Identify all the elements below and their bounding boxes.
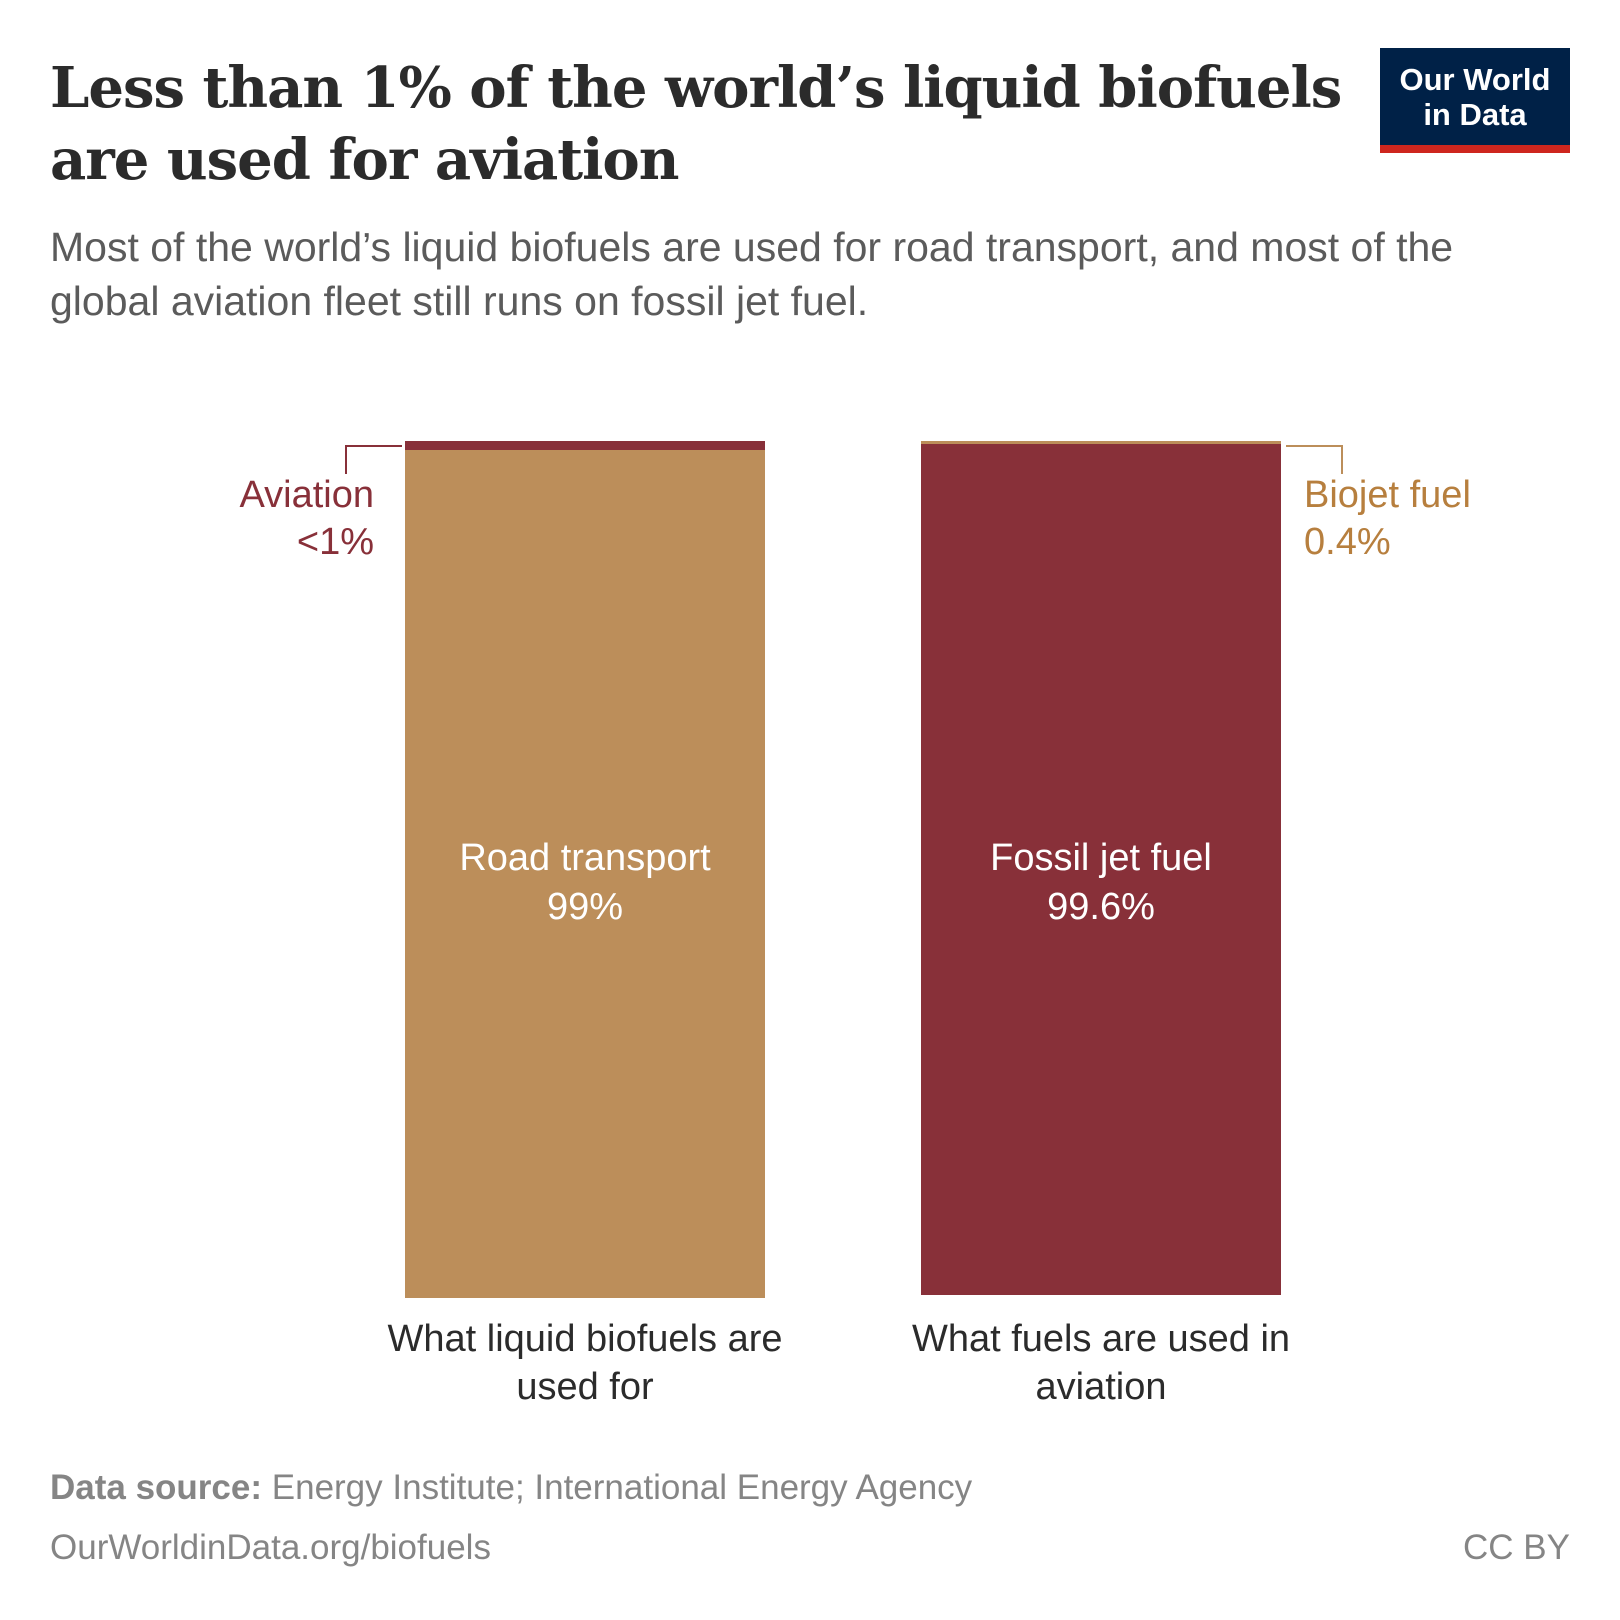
license[interactable]: CC BY [1463, 1528, 1570, 1567]
aviation-annotation: Aviation <1% [239, 472, 374, 566]
aviation-leader-line [345, 445, 402, 474]
category-label-aviation-fuels: What fuels are used in aviation [911, 1318, 1291, 1408]
biojet-name: Biojet fuel [1304, 474, 1471, 516]
fossil-jet-fuel-value: 99.6% [1047, 886, 1155, 928]
bar-segment-road-transport [405, 449, 765, 1298]
bar-segment-fossil-jet-fuel [921, 444, 1281, 1295]
road-transport-label: Road transport 99% [405, 834, 765, 932]
owid-logo[interactable]: Our World in Data [1380, 48, 1570, 153]
logo-line-2: in Data [1423, 97, 1527, 132]
biojet-annotation: Biojet fuel 0.4% [1304, 472, 1471, 566]
bar-segment-biojet-fuel [921, 441, 1281, 445]
bar-aviation-fuels: Fossil jet fuel 99.6% [921, 441, 1281, 1295]
category-label-biofuel-uses: What liquid biofuels are used for [387, 1318, 783, 1408]
road-transport-value: 99% [546, 886, 624, 928]
bar-segment-aviation [405, 441, 765, 450]
biojet-value: 0.4% [1304, 521, 1391, 563]
logo-line-1: Our World [1399, 62, 1551, 97]
road-transport-name: Road transport [459, 837, 711, 879]
fossil-jet-fuel-label: Fossil jet fuel 99.6% [921, 834, 1281, 932]
aviation-value: <1% [296, 521, 374, 563]
bar-biofuel-uses: Road transport 99% [405, 441, 765, 1298]
page-title: Less than 1% of the world’s liquid biofu… [50, 55, 1342, 193]
data-source: Data source: Energy Institute; Internati… [50, 1468, 972, 1508]
biojet-leader-line [1286, 445, 1343, 474]
source-label: Data source: [50, 1468, 263, 1507]
source-text: Energy Institute; International Energy A… [262, 1468, 973, 1507]
source-url[interactable]: OurWorldinData.org/biofuels [50, 1528, 491, 1567]
subtitle: Most of the world’s liquid biofuels are … [50, 224, 1454, 324]
fossil-jet-fuel-name: Fossil jet fuel [990, 837, 1212, 879]
aviation-name: Aviation [239, 474, 374, 516]
